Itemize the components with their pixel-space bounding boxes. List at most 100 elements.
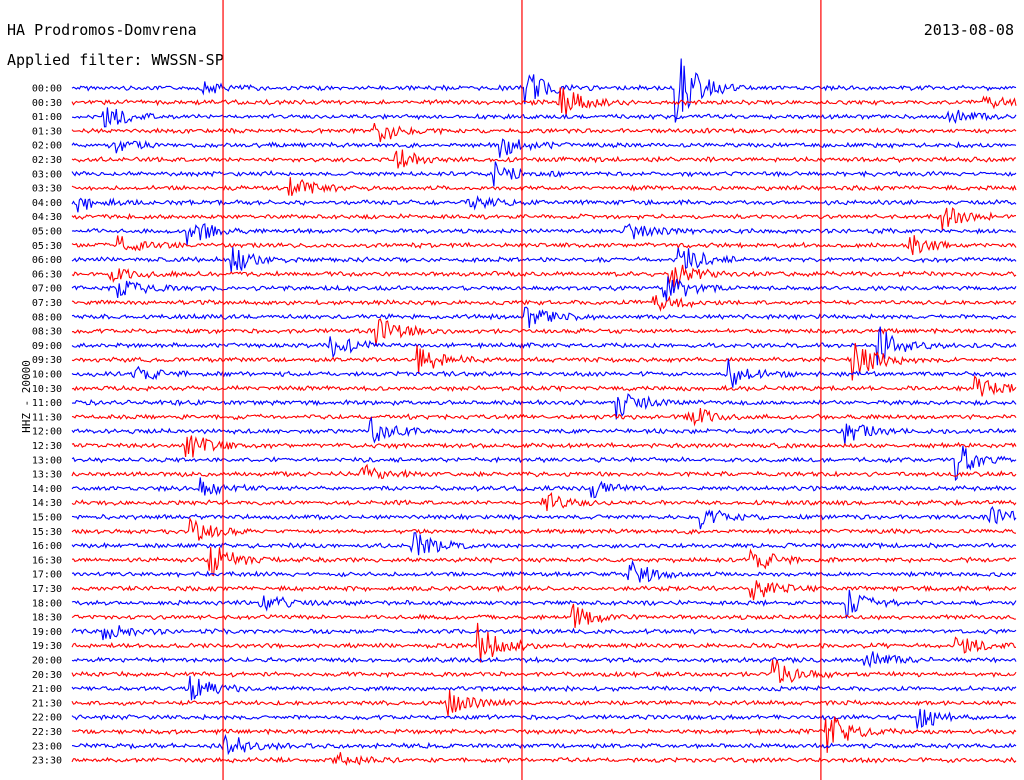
time-label-41: 20:30 — [32, 670, 62, 681]
time-label-5: 02:30 — [32, 155, 62, 166]
trace-row-44 — [71, 708, 1017, 729]
time-label-25: 12:30 — [32, 441, 62, 452]
time-label-10: 05:00 — [32, 227, 62, 238]
time-label-47: 23:30 — [32, 756, 62, 767]
trace-row-5 — [71, 149, 1017, 169]
time-label-20: 10:00 — [32, 370, 62, 381]
trace-row-26 — [71, 445, 1017, 482]
time-label-22: 11:00 — [32, 398, 62, 409]
trace-row-2 — [71, 107, 1017, 128]
trace-row-35 — [71, 580, 1017, 601]
time-label-21: 10:30 — [32, 384, 62, 395]
trace-row-7 — [71, 177, 1017, 196]
time-label-8: 04:00 — [32, 198, 62, 209]
time-label-44: 22:00 — [32, 713, 62, 724]
time-label-35: 17:30 — [32, 584, 62, 595]
trace-row-11 — [71, 235, 1017, 256]
trace-row-24 — [71, 416, 1017, 445]
trace-row-4 — [71, 138, 1017, 158]
trace-row-18 — [71, 326, 1017, 366]
trace-row-17 — [71, 317, 1017, 346]
time-label-19: 09:30 — [32, 355, 62, 366]
time-label-45: 22:30 — [32, 727, 62, 738]
trace-row-19 — [71, 342, 1017, 381]
trace-row-39 — [71, 622, 1017, 663]
time-label-1: 00:30 — [32, 98, 62, 109]
time-label-33: 16:30 — [32, 555, 62, 566]
trace-row-16 — [71, 306, 1017, 328]
time-label-30: 15:00 — [32, 513, 62, 524]
time-label-31: 15:30 — [32, 527, 62, 538]
trace-row-31 — [71, 516, 1017, 541]
trace-row-47 — [71, 752, 1017, 767]
time-label-37: 18:30 — [32, 613, 62, 624]
trace-row-28 — [71, 477, 1017, 499]
time-label-16: 08:00 — [32, 312, 62, 323]
trace-row-3 — [71, 122, 1017, 143]
trace-row-27 — [71, 463, 1017, 480]
time-label-13: 06:30 — [32, 269, 62, 280]
time-label-9: 04:30 — [32, 212, 62, 223]
time-label-29: 14:30 — [32, 498, 62, 509]
time-label-4: 02:00 — [32, 141, 62, 152]
time-label-15: 07:30 — [32, 298, 62, 309]
time-label-6: 03:00 — [32, 169, 62, 180]
time-label-12: 06:00 — [32, 255, 62, 266]
trace-row-46 — [71, 733, 1017, 756]
recording-date: 2013-08-08 — [923, 21, 1014, 39]
trace-row-32 — [71, 532, 1017, 556]
time-label-17: 08:30 — [32, 327, 62, 338]
trace-row-41 — [71, 659, 1017, 683]
filter-label: Applied filter: WWSSN-SP — [7, 51, 224, 69]
trace-row-42 — [71, 675, 1017, 701]
trace-row-9 — [71, 207, 1017, 231]
trace-row-22 — [71, 393, 1017, 420]
time-label-43: 21:30 — [32, 698, 62, 709]
trace-row-36 — [71, 589, 1017, 620]
time-label-36: 18:00 — [32, 598, 62, 609]
time-label-11: 05:30 — [32, 241, 62, 252]
trace-row-34 — [71, 559, 1017, 583]
time-label-34: 17:00 — [32, 570, 62, 581]
trace-row-0 — [71, 58, 1017, 123]
time-label-42: 21:00 — [32, 684, 62, 695]
trace-row-1 — [71, 87, 1017, 117]
trace-row-8 — [71, 194, 1017, 213]
trace-row-30 — [71, 506, 1017, 530]
time-label-46: 23:00 — [32, 741, 62, 752]
trace-row-23 — [71, 408, 1017, 427]
time-label-32: 16:00 — [32, 541, 62, 552]
trace-row-29 — [71, 492, 1017, 512]
trace-row-43 — [71, 690, 1017, 717]
time-label-40: 20:00 — [32, 656, 62, 667]
time-label-0: 00:00 — [32, 84, 62, 95]
time-label-2: 01:00 — [32, 112, 62, 123]
trace-row-20 — [71, 358, 1017, 388]
time-label-14: 07:00 — [32, 284, 62, 295]
trace-row-40 — [71, 651, 1017, 669]
trace-row-45 — [71, 716, 1017, 753]
time-label-23: 11:30 — [32, 412, 62, 423]
trace-row-13 — [71, 264, 1017, 288]
trace-row-21 — [71, 375, 1017, 397]
station-title: HA Prodromos-Domvrena — [7, 21, 197, 39]
time-label-38: 19:00 — [32, 627, 62, 638]
trace-row-33 — [71, 546, 1017, 577]
time-label-3: 01:30 — [32, 126, 62, 137]
trace-row-14 — [71, 276, 1017, 302]
trace-row-12 — [71, 247, 1017, 273]
time-label-39: 19:30 — [32, 641, 62, 652]
trace-row-6 — [71, 161, 1017, 187]
time-label-7: 03:30 — [32, 184, 62, 195]
time-label-24: 12:00 — [32, 427, 62, 438]
time-label-18: 09:00 — [32, 341, 62, 352]
trace-row-10 — [71, 223, 1017, 245]
trace-row-15 — [71, 295, 1017, 313]
time-label-28: 14:00 — [32, 484, 62, 495]
trace-row-25 — [71, 435, 1017, 458]
time-label-26: 13:00 — [32, 455, 62, 466]
time-label-27: 13:30 — [32, 470, 62, 481]
trace-row-38 — [71, 625, 1017, 641]
trace-row-37 — [71, 603, 1017, 628]
